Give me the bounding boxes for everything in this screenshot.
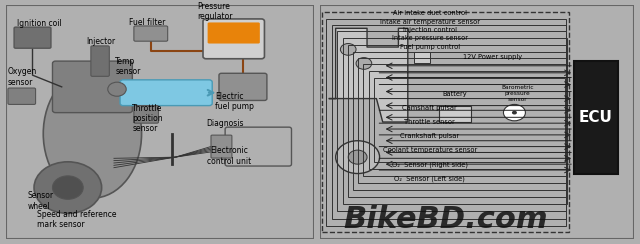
Text: BikeBD.com: BikeBD.com (343, 205, 548, 234)
Circle shape (336, 141, 380, 173)
Text: ECU: ECU (579, 110, 613, 125)
Text: Battery: Battery (442, 91, 467, 97)
Bar (364, 64, 567, 176)
Bar (574, 61, 618, 173)
Text: Intake air temperature sensor: Intake air temperature sensor (380, 19, 480, 25)
Text: Throttle
position
sensor: Throttle position sensor (132, 103, 163, 133)
FancyBboxPatch shape (8, 88, 36, 104)
Bar (353, 52, 566, 190)
Circle shape (108, 82, 126, 96)
Text: Fuel filter: Fuel filter (129, 18, 166, 27)
FancyBboxPatch shape (219, 73, 267, 101)
Circle shape (34, 162, 102, 213)
Polygon shape (330, 28, 408, 122)
Bar (374, 78, 565, 162)
Circle shape (504, 104, 525, 121)
FancyBboxPatch shape (134, 26, 168, 41)
Text: Injector: Injector (86, 37, 115, 46)
Text: Temp
sensor: Temp sensor (115, 57, 141, 76)
Text: Injection control: Injection control (403, 27, 457, 33)
FancyBboxPatch shape (207, 22, 260, 43)
Bar (348, 45, 566, 197)
Circle shape (348, 150, 367, 164)
Bar (321, 12, 570, 232)
Text: Crankshaft pulsar: Crankshaft pulsar (400, 133, 460, 139)
FancyBboxPatch shape (14, 27, 51, 48)
Text: O₂  Sensor (Right side): O₂ Sensor (Right side) (392, 162, 468, 168)
Text: O₂  Sensor (Left side): O₂ Sensor (Left side) (394, 176, 465, 182)
Circle shape (340, 43, 356, 55)
FancyBboxPatch shape (52, 61, 132, 113)
Text: Coolant temperature sensor: Coolant temperature sensor (383, 147, 477, 153)
Bar (358, 58, 567, 183)
FancyBboxPatch shape (203, 19, 264, 59)
Bar (414, 52, 430, 63)
Text: Ignition coil: Ignition coil (17, 19, 62, 28)
FancyBboxPatch shape (134, 106, 159, 123)
Circle shape (512, 111, 517, 114)
Bar (326, 19, 566, 226)
Text: Electric
fuel pump: Electric fuel pump (215, 92, 254, 111)
Text: Fuel pump control: Fuel pump control (400, 44, 460, 50)
Ellipse shape (44, 69, 141, 198)
Bar (342, 38, 567, 204)
Text: Intake pressure sensor: Intake pressure sensor (392, 35, 468, 41)
Text: Electronic
control unit: Electronic control unit (207, 146, 252, 166)
FancyBboxPatch shape (211, 135, 232, 158)
FancyBboxPatch shape (120, 80, 212, 106)
Text: Oxygen
sensor: Oxygen sensor (8, 67, 37, 87)
Text: Throttle sensor: Throttle sensor (404, 119, 455, 125)
Text: 12V Power supply: 12V Power supply (463, 54, 522, 60)
Bar (337, 31, 566, 212)
Text: Pressure
regulator: Pressure regulator (197, 1, 232, 21)
Text: Barometric
pressure
sensor: Barometric pressure sensor (501, 85, 534, 102)
Bar (6, 5, 314, 239)
Bar (439, 106, 470, 122)
Text: Diagnosis: Diagnosis (206, 119, 244, 128)
FancyBboxPatch shape (91, 46, 109, 76)
Text: Speed and reference
mark sensor: Speed and reference mark sensor (37, 210, 116, 229)
Circle shape (52, 176, 83, 199)
Text: Camshaft pulsar: Camshaft pulsar (403, 105, 457, 111)
Bar (369, 71, 566, 169)
Text: Air intake duct control: Air intake duct control (393, 10, 467, 16)
Circle shape (356, 58, 372, 69)
FancyBboxPatch shape (225, 127, 291, 166)
Bar (320, 5, 634, 239)
Text: Sensor
wheel: Sensor wheel (28, 191, 54, 211)
Bar (332, 25, 566, 219)
